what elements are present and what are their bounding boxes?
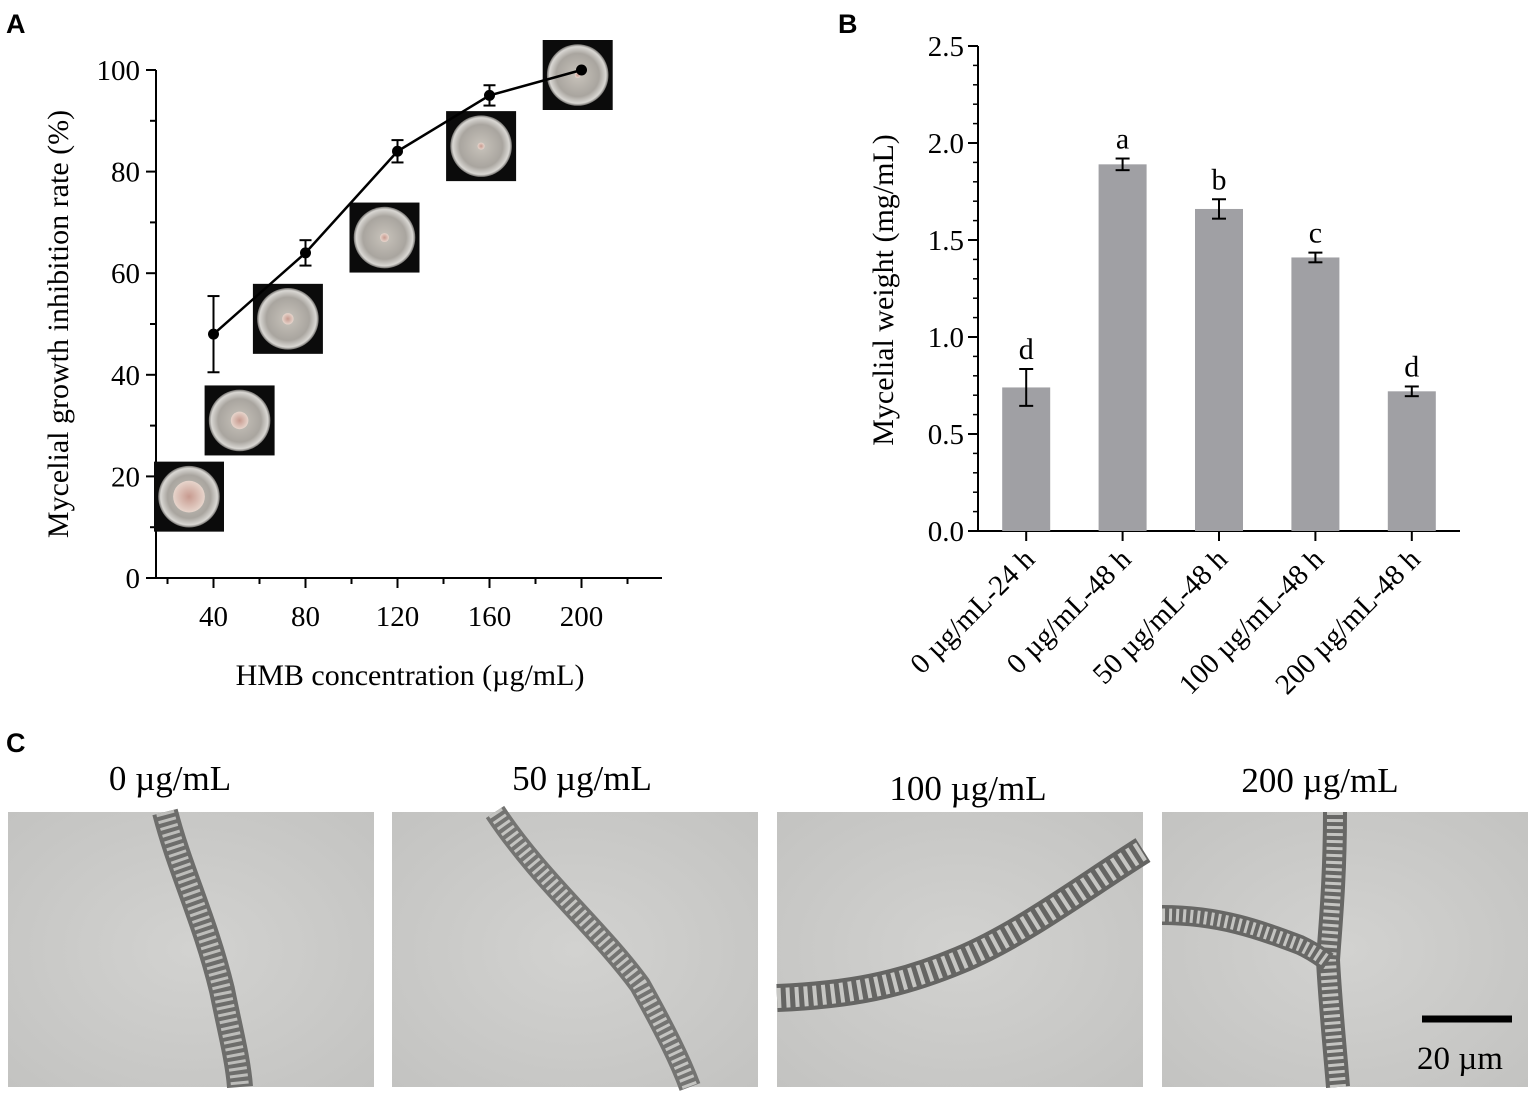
petri-dish-photo (446, 111, 517, 182)
chart-b-ytick-label: 1.5 (928, 225, 964, 257)
chart-a-point (576, 64, 587, 76)
chart-a-x-title: HMB concentration (µg/mL) (236, 659, 585, 692)
petri-dish-photo (542, 40, 613, 110)
chart-a-ytick-label: 80 (111, 157, 140, 189)
micrograph-title-100: 100 µg/mL (889, 769, 1046, 808)
chart-b-bar (1098, 164, 1147, 531)
petri-dish-photo (204, 385, 275, 456)
chart-a-point (208, 328, 219, 340)
scale-bar-label: 20 µm (1417, 1041, 1503, 1077)
chart-a-xtick-label: 120 (376, 601, 420, 633)
micrograph-image-50 (392, 805, 758, 1091)
petri-dish-photo (252, 283, 323, 354)
chart-b-ytick-label: 0.0 (928, 516, 964, 548)
chart-b-ytick-label: 1.0 (928, 322, 964, 354)
micrograph-title-0: 0 µg/mL (109, 759, 231, 798)
chart-a-xtick-label: 200 (560, 601, 604, 633)
chart-a-ytick-label: 100 (97, 55, 141, 87)
micrograph-title-200: 200 µg/mL (1241, 761, 1398, 800)
chart-a-ytick-label: 20 (111, 461, 140, 493)
chart-a-ytick-label: 60 (111, 258, 140, 290)
chart-b-bar (1002, 387, 1051, 531)
chart-b-bar (1387, 391, 1436, 531)
micrograph-title-50: 50 µg/mL (512, 759, 652, 798)
chart-a: 0 20 40 60 80 100 40 80 120 160 200 HMB concentra… (42, 40, 662, 692)
petri-dish-photo (154, 461, 224, 532)
chart-b-bar (1291, 257, 1340, 531)
chart-b-significance-letter: a (1116, 123, 1129, 156)
chart-a-xtick-label: 160 (468, 601, 512, 633)
chart-a-point (484, 89, 495, 101)
chart-b-bar (1195, 208, 1243, 531)
chart-a-xtick-label: 40 (199, 601, 228, 633)
panel-label-c: C (6, 728, 26, 758)
chart-a-y-title: Mycelial growth inhibition rate (%) (42, 110, 75, 538)
chart-b-ytick-label: 2.5 (928, 31, 964, 63)
chart-a-xtick-label: 80 (291, 601, 320, 633)
micrograph-image-200: 20 µm (1161, 811, 1528, 1088)
micrograph-image-100 (776, 812, 1151, 1087)
chart-b-significance-letter: d (1404, 350, 1419, 383)
chart-b-ytick-label: 2.0 (928, 128, 964, 160)
panel-c-micrographs: 0 µg/mL 50 µg/mL 100 µg/mL 200 µg/mL (8, 759, 1528, 1091)
chart-b-ytick-label: 0.5 (928, 419, 964, 451)
chart-a-ytick-label: 0 (126, 563, 141, 595)
chart-b-y-title: Mycelial weight (mg/mL) (867, 134, 900, 446)
micrograph-image-0 (8, 808, 374, 1089)
panel-label-a: A (6, 9, 26, 39)
chart-b-significance-letter: b (1212, 163, 1227, 196)
chart-a-ytick-label: 40 (111, 360, 140, 392)
chart-b-significance-letter: d (1019, 333, 1034, 366)
chart-b-significance-letter: c (1309, 217, 1322, 250)
chart-a-point (300, 247, 311, 259)
petri-dish-photo (349, 202, 420, 273)
chart-a-point (392, 145, 403, 157)
panel-label-b: B (838, 9, 858, 39)
